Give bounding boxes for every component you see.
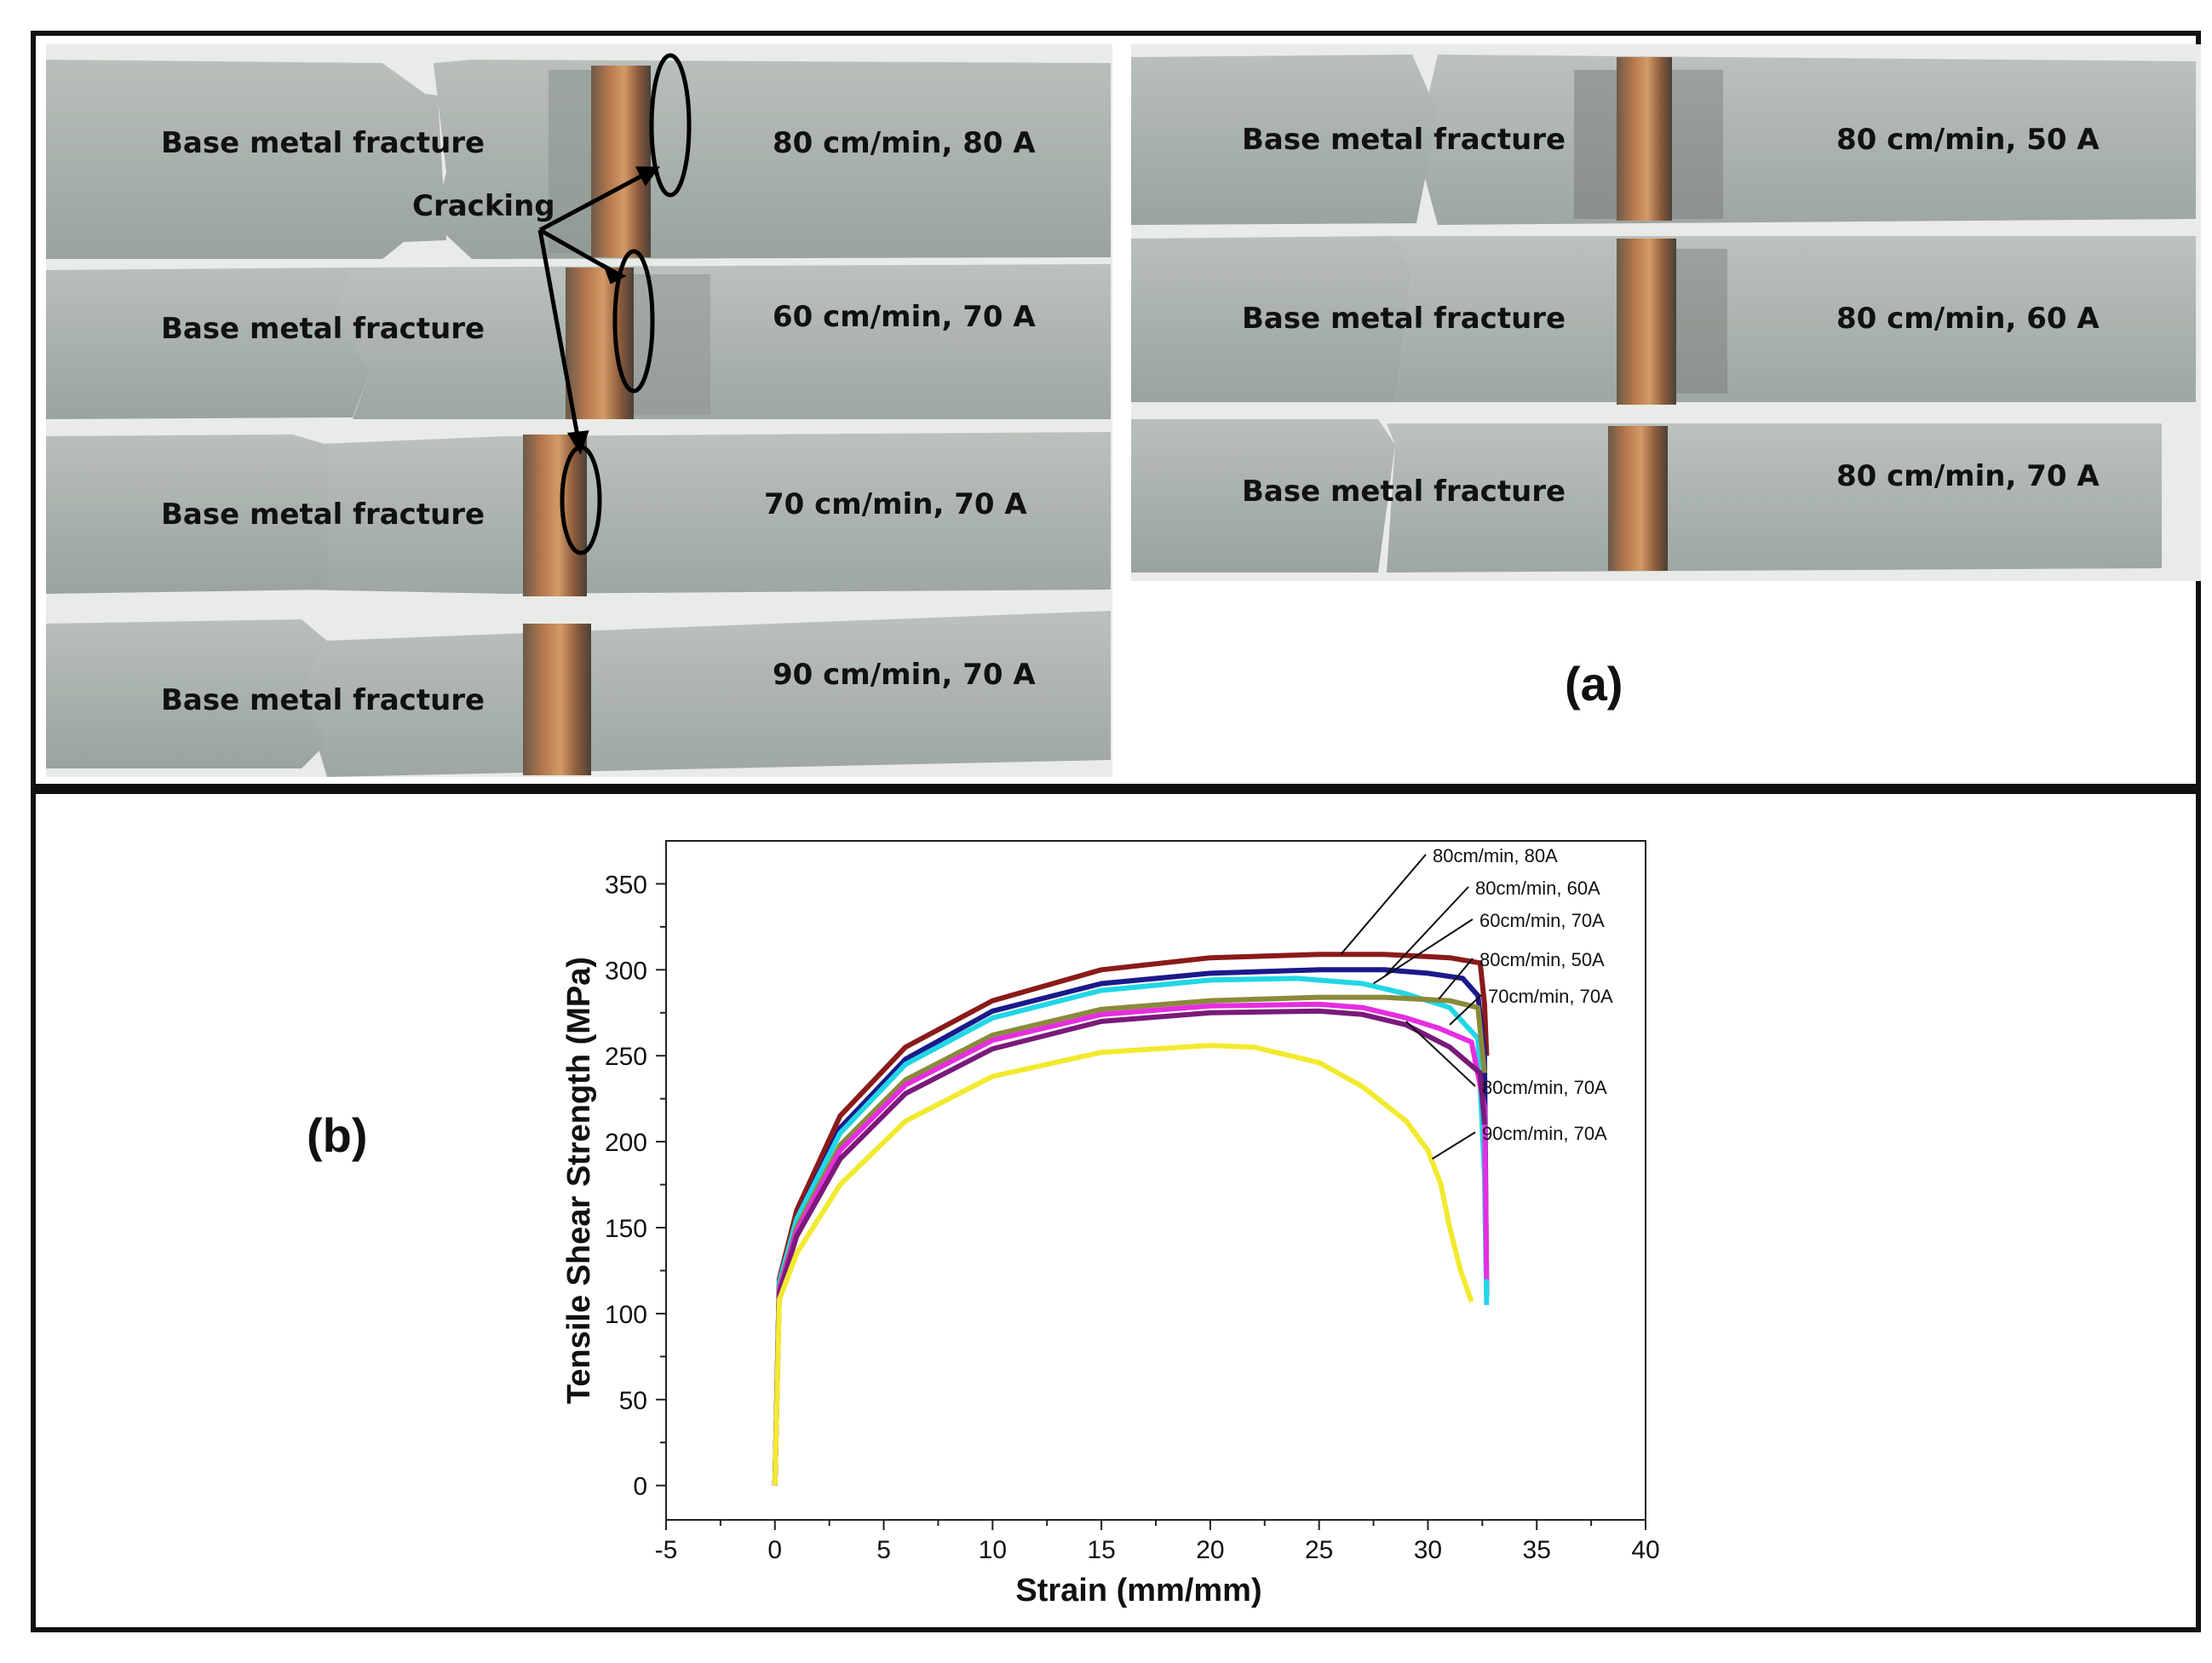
specimen-strip-2	[46, 264, 1111, 419]
series-label-3: 80cm/min, 50A	[1479, 949, 1605, 970]
x-tick-label-8: 35	[1523, 1536, 1551, 1564]
callout-leader-0	[1340, 854, 1427, 955]
y-tick-label-1: 50	[619, 1387, 647, 1415]
crack-arrows	[537, 166, 660, 455]
left-specimen-drawing	[46, 53, 1111, 777]
specimen-strip-1	[46, 60, 1111, 259]
series-label-6: 90cm/min, 70A	[1482, 1123, 1607, 1144]
series-line-2	[772, 975, 1490, 1486]
strip-6-fracture-label: Base metal fracture	[1242, 302, 1566, 336]
strip-4-fracture-label: Base metal fracture	[161, 683, 485, 717]
series-line-4	[772, 1001, 1490, 1486]
cracking-callout: Cracking	[412, 189, 555, 223]
series-line-0	[772, 952, 1490, 1486]
y-tick-label-3: 150	[605, 1215, 647, 1243]
strip-5-fracture-label: Base metal fracture	[1242, 123, 1566, 157]
strip-3-fracture-label: Base metal fracture	[161, 498, 485, 532]
series-line-1	[772, 967, 1490, 1486]
crack-ellipse-1	[649, 53, 692, 198]
strip-1-condition-label: 80 cm/min, 80 A	[773, 126, 1036, 160]
y-tick-label-5: 250	[605, 1043, 647, 1071]
panel-b-tag: (b)	[307, 1108, 368, 1162]
x-tick-label-9: 40	[1631, 1536, 1659, 1564]
series-label-0: 80cm/min, 80A	[1433, 845, 1558, 866]
crack-ellipse-2	[612, 249, 655, 394]
specimen-strip-5	[1131, 55, 2196, 225]
series-label-1: 80cm/min, 60A	[1475, 878, 1600, 899]
x-tick-label-1: 0	[767, 1536, 782, 1564]
callout-leader-5	[1405, 1021, 1476, 1087]
strip-4-condition-label: 90 cm/min, 70 A	[773, 658, 1036, 692]
callout-leader-1	[1383, 886, 1469, 978]
y-tick-label-6: 300	[605, 957, 647, 985]
specimen-strip-4	[46, 611, 1111, 777]
strip-6-condition-label: 80 cm/min, 60 A	[1836, 302, 2100, 336]
callout-leader-2	[1373, 918, 1474, 985]
panel-b: (b) -5 0 5 10 15 20 25 30 35 40 0 50 100 150 200 250 300…	[31, 789, 2201, 1632]
x-tick-label-7: 30	[1414, 1536, 1442, 1564]
panel-a-tag: (a)	[1565, 657, 1623, 711]
x-axis-label: Strain (mm/mm)	[1015, 1573, 1261, 1608]
right-specimen-photo: Base metal fracture 80 cm/min, 50 A Base…	[1131, 44, 2201, 581]
left-specimen-photo: Cracking Base metal fracture 80 cm/min, …	[46, 44, 1112, 777]
strip-5-condition-label: 80 cm/min, 50 A	[1836, 123, 2100, 157]
x-tick-label-6: 25	[1305, 1536, 1333, 1564]
series-label-4: 70cm/min, 70A	[1488, 986, 1613, 1007]
x-tick-label-3: 10	[979, 1536, 1007, 1564]
callout-leader-4	[1449, 994, 1482, 1026]
y-tick-label-0: 0	[633, 1473, 647, 1501]
y-tick-label-2: 100	[605, 1301, 647, 1329]
x-tick-label-5: 20	[1196, 1536, 1224, 1564]
specimen-strip-6	[1131, 236, 2196, 405]
strip-2-condition-label: 60 cm/min, 70 A	[773, 300, 1036, 334]
right-specimen-drawing	[1131, 55, 2196, 573]
callout-leader-6	[1432, 1131, 1476, 1160]
y-axis-label: Tensile Shear Strength (MPa)	[561, 957, 597, 1404]
specimen-strip-7	[1131, 419, 2162, 573]
callout-leader-3	[1438, 958, 1474, 1000]
strip-2-fracture-label: Base metal fracture	[161, 312, 485, 346]
series-label-5: 80cm/min, 70A	[1482, 1077, 1607, 1098]
y-tick-label-7: 350	[605, 871, 647, 899]
strip-7-condition-label: 80 cm/min, 70 A	[1836, 459, 2100, 493]
series-label-2: 60cm/min, 70A	[1479, 910, 1605, 931]
series-line-5	[772, 1008, 1487, 1486]
specimen-strip-3	[46, 432, 1111, 596]
tensile-chart: -5 0 5 10 15 20 25 30 35 40 0 50 100 150 200 250 300 350 S…	[561, 840, 1660, 1608]
x-tick-label-0: -5	[655, 1536, 678, 1564]
x-tick-label-2: 5	[876, 1536, 891, 1564]
x-tick-label-4: 15	[1087, 1536, 1115, 1564]
strip-1-fracture-label: Base metal fracture	[161, 126, 485, 160]
strip-3-condition-label: 70 cm/min, 70 A	[764, 487, 1027, 521]
strip-7-fracture-label: Base metal fracture	[1242, 475, 1566, 509]
y-tick-label-4: 200	[605, 1129, 647, 1157]
panel-a: Cracking Base metal fracture 80 cm/min, …	[31, 31, 2201, 789]
series-line-6	[772, 1043, 1474, 1486]
